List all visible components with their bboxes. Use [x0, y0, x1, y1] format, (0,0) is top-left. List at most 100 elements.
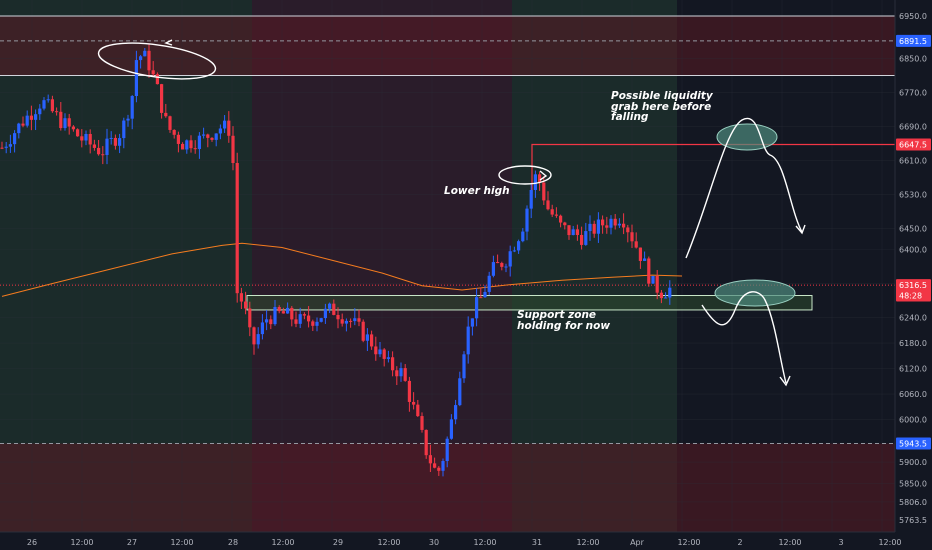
- candle-body: [361, 321, 365, 341]
- x-tick-label: 12:00: [677, 538, 700, 547]
- candle-body: [449, 419, 453, 439]
- candle-body: [218, 128, 222, 134]
- annotation-liquidity-line-2: grab here before: [611, 101, 711, 113]
- candle-body: [168, 116, 172, 130]
- candle-body: [491, 262, 495, 276]
- candle-body: [126, 118, 130, 121]
- annotations: Possible liquidity grab here before fall…: [444, 90, 714, 332]
- candle-body: [105, 138, 109, 155]
- candle-body: [80, 136, 84, 141]
- candle-body: [319, 318, 323, 322]
- candle-body: [374, 346, 378, 355]
- price-badge-label: 6891.5: [899, 37, 927, 46]
- candle-body: [382, 349, 386, 359]
- candle-body: [643, 258, 647, 261]
- candle-body: [172, 129, 176, 135]
- y-tick-label: 5900.0: [899, 458, 927, 467]
- y-tick-label: 6240.0: [899, 314, 927, 323]
- candle-body: [210, 137, 214, 140]
- candle-body: [147, 50, 151, 71]
- candle-body: [470, 318, 474, 327]
- candle-body: [109, 137, 113, 139]
- annotation-support-line-1: Support zone: [517, 309, 596, 321]
- x-tick-label: 12:00: [170, 538, 193, 547]
- candle-body: [378, 349, 382, 355]
- candle-body: [504, 266, 508, 268]
- x-tick-label: 12:00: [778, 538, 801, 547]
- candle-body: [42, 100, 46, 109]
- candle-body: [567, 225, 571, 236]
- candle-body: [0, 147, 4, 149]
- candle-body: [655, 275, 659, 293]
- candle-body: [239, 293, 243, 302]
- annotation-liquidity-line-1: Possible liquidity: [611, 90, 714, 102]
- moving-average-line: [1, 242, 683, 297]
- candle-body: [437, 467, 441, 471]
- candle-body: [575, 229, 579, 235]
- candle-body: [664, 297, 668, 299]
- y-tick-label: 6950.0: [899, 12, 927, 21]
- x-tick-label: Apr: [630, 538, 645, 547]
- candle-body: [638, 247, 642, 261]
- candle-body: [344, 320, 348, 324]
- candle-body: [34, 114, 38, 120]
- x-tick-label: 12:00: [878, 538, 901, 547]
- candle-body: [286, 307, 290, 314]
- candle-body: [525, 208, 529, 232]
- price-badge: [896, 138, 931, 151]
- candle-body: [151, 70, 155, 75]
- hand-drawings: [97, 39, 806, 387]
- candle-body: [269, 319, 273, 325]
- candle-body: [84, 134, 88, 141]
- candle-body: [588, 223, 592, 232]
- candle-body: [13, 133, 17, 145]
- candle-body: [29, 115, 33, 120]
- arrow-head-top: [164, 39, 173, 46]
- y-tick-label: 6450.0: [899, 224, 927, 233]
- candle-body: [554, 214, 558, 216]
- y-tick-label: 6060.0: [899, 390, 927, 399]
- candle-body: [59, 111, 63, 129]
- candle-body: [386, 357, 390, 359]
- candle-body: [500, 263, 504, 267]
- candle-body: [97, 147, 101, 155]
- candle-body: [424, 429, 428, 456]
- candle-body: [67, 118, 71, 127]
- candle-body: [260, 322, 264, 335]
- price-badge-label: 48:28: [899, 292, 922, 301]
- candle-body: [160, 84, 164, 113]
- candle-body: [634, 241, 638, 248]
- candle-body: [596, 219, 600, 234]
- candle-body: [273, 306, 277, 325]
- candle-body: [391, 357, 395, 371]
- candle-body: [235, 162, 239, 294]
- candle-body: [298, 314, 302, 324]
- candle-body: [353, 318, 357, 322]
- y-tick-label: 6530.0: [899, 190, 927, 199]
- candle-body: [252, 327, 256, 345]
- y-tick-label: 6180.0: [899, 339, 927, 348]
- candle-body: [626, 227, 630, 233]
- candle-body: [17, 123, 21, 134]
- ellipse-liquidity: [716, 123, 778, 151]
- candle-body: [592, 223, 596, 234]
- candle-body: [340, 319, 344, 324]
- y-tick-label: 6400.0: [899, 246, 927, 255]
- candle-body: [609, 218, 613, 228]
- x-tick-label: 12:00: [473, 538, 496, 547]
- candle-body: [38, 108, 42, 115]
- candle-body: [428, 455, 432, 464]
- candle-body: [462, 354, 466, 379]
- candle-body: [21, 123, 25, 126]
- candle-body: [328, 303, 332, 309]
- ellipse-lower-high: [498, 165, 552, 185]
- candle-body: [533, 174, 537, 190]
- x-tick-label: 12:00: [576, 538, 599, 547]
- candle-body: [50, 99, 54, 112]
- annotation-liquidity-line-3: falling: [611, 111, 649, 123]
- candle-body: [441, 461, 445, 471]
- candle-body: [88, 134, 92, 145]
- ellipse-top-high: [97, 42, 217, 80]
